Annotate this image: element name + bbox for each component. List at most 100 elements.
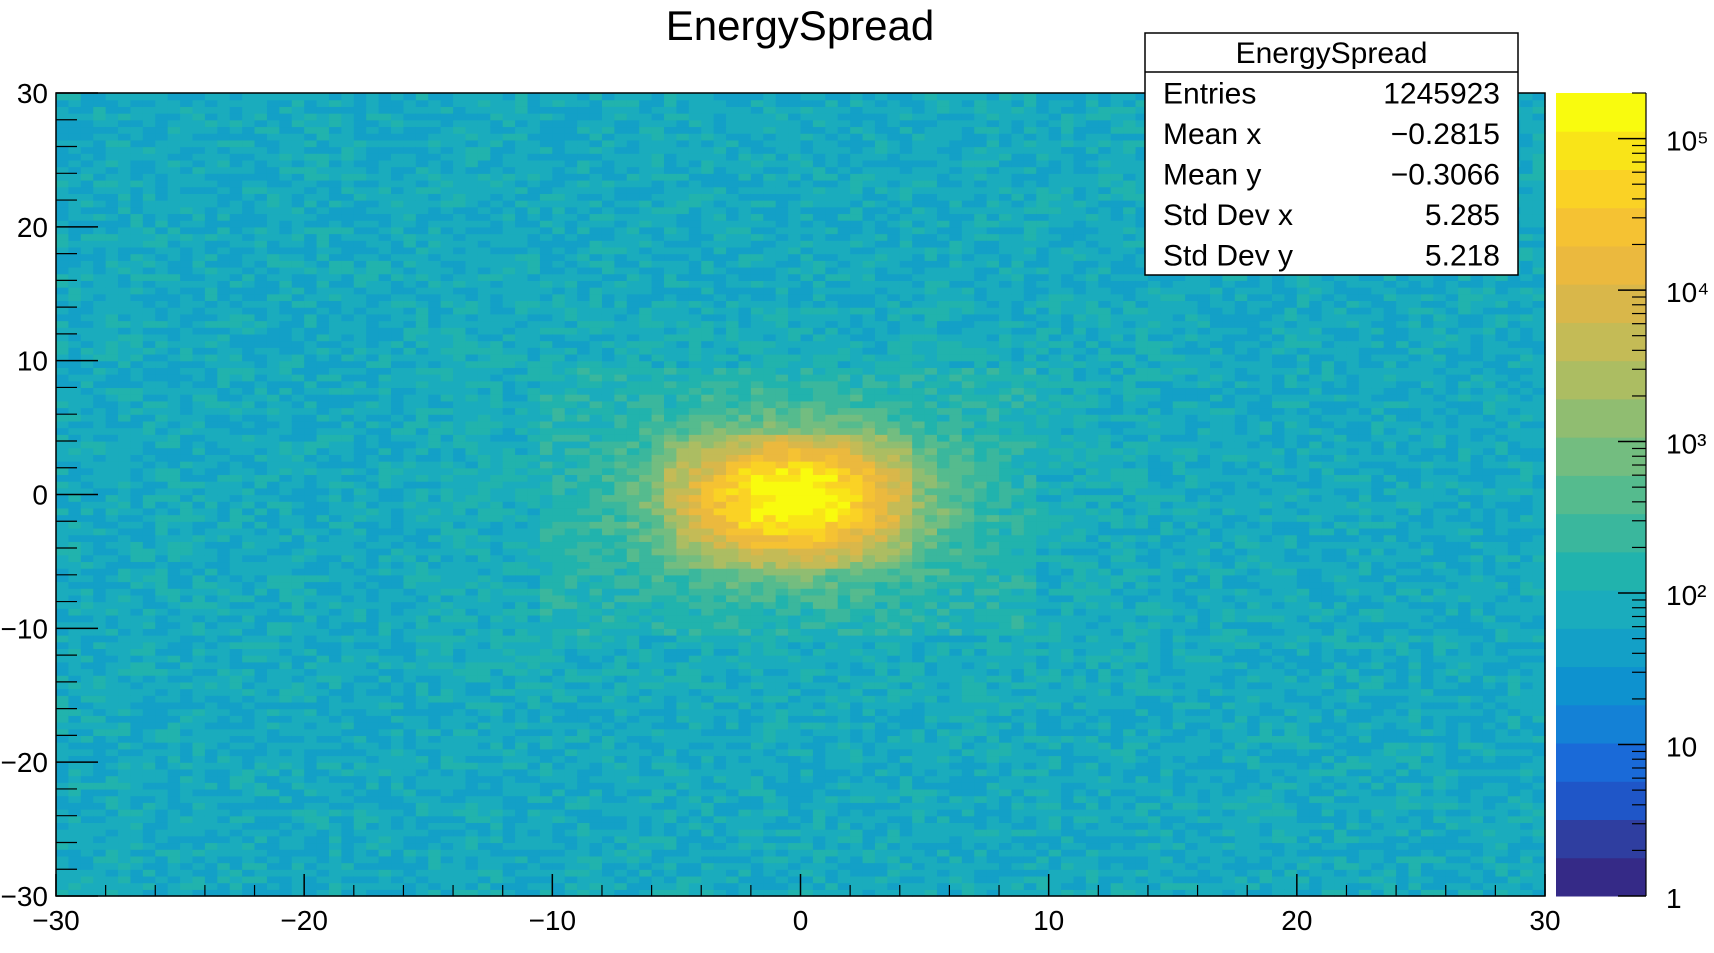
heatmap-cell bbox=[490, 467, 504, 476]
heatmap-cell bbox=[155, 862, 169, 870]
heatmap-cell bbox=[490, 875, 504, 884]
heatmap-cell bbox=[93, 548, 107, 556]
heatmap-cell bbox=[93, 688, 107, 696]
heatmap-cell bbox=[366, 722, 380, 730]
heatmap-cell bbox=[341, 855, 355, 864]
heatmap-cell bbox=[217, 574, 231, 583]
heatmap-cell bbox=[378, 521, 392, 529]
heatmap-cell bbox=[142, 775, 156, 783]
heatmap-cell bbox=[80, 661, 94, 670]
heatmap-cell bbox=[254, 240, 268, 248]
heatmap-cell bbox=[105, 360, 119, 368]
heatmap-cell bbox=[564, 755, 578, 763]
heatmap-cell bbox=[453, 300, 467, 308]
heatmap-cell bbox=[453, 474, 467, 482]
heatmap-cell bbox=[552, 260, 566, 268]
heatmap-cell bbox=[167, 835, 181, 844]
heatmap-cell bbox=[167, 715, 181, 723]
heatmap-cell bbox=[266, 588, 280, 596]
heatmap-cell bbox=[415, 414, 429, 422]
heatmap-cell bbox=[80, 387, 94, 395]
heatmap-cell bbox=[279, 655, 293, 663]
heatmap-cell bbox=[118, 722, 132, 730]
heatmap-cell bbox=[242, 307, 256, 315]
heatmap-cell bbox=[316, 795, 330, 803]
heatmap-cell bbox=[266, 387, 280, 395]
heatmap-cell bbox=[180, 186, 194, 194]
heatmap-cell bbox=[192, 240, 206, 248]
heatmap-cell bbox=[291, 260, 305, 268]
heatmap-cell bbox=[242, 554, 256, 563]
heatmap-cell bbox=[378, 641, 392, 650]
heatmap-cell bbox=[527, 494, 541, 502]
heatmap-cell bbox=[204, 99, 218, 107]
heatmap-cell bbox=[552, 481, 566, 489]
heatmap-cell bbox=[229, 554, 243, 563]
heatmap-cell bbox=[93, 387, 107, 395]
heatmap-cell bbox=[105, 280, 119, 288]
heatmap-cell bbox=[477, 307, 491, 315]
heatmap-cell bbox=[155, 461, 169, 469]
heatmap-cell bbox=[403, 695, 417, 703]
heatmap-cell bbox=[204, 581, 218, 589]
heatmap-cell bbox=[366, 414, 380, 422]
heatmap-cell bbox=[453, 628, 467, 636]
heatmap-cell bbox=[552, 809, 566, 817]
heatmap-cell bbox=[527, 668, 541, 676]
heatmap-cell bbox=[68, 775, 82, 783]
heatmap-cell bbox=[552, 467, 566, 476]
heatmap-cell bbox=[465, 641, 479, 650]
heatmap-cell bbox=[93, 782, 107, 790]
heatmap-cell bbox=[515, 467, 529, 476]
heatmap-cell bbox=[415, 374, 429, 382]
heatmap-cell bbox=[56, 414, 70, 422]
heatmap-cell bbox=[167, 655, 181, 663]
heatmap-cell bbox=[266, 574, 280, 583]
heatmap-cell bbox=[192, 802, 206, 810]
heatmap-cell bbox=[415, 106, 429, 114]
heatmap-cell bbox=[527, 661, 541, 670]
heatmap-cell bbox=[254, 367, 268, 375]
heatmap-cell bbox=[291, 106, 305, 114]
heatmap-cell bbox=[56, 661, 70, 670]
heatmap-cell bbox=[378, 360, 392, 368]
heatmap-cell bbox=[217, 835, 231, 844]
heatmap-cell bbox=[242, 862, 256, 870]
heatmap-cell bbox=[552, 815, 566, 823]
heatmap-cell bbox=[254, 534, 268, 542]
heatmap-cell bbox=[453, 782, 467, 790]
heatmap-cell bbox=[378, 835, 392, 844]
heatmap-cell bbox=[391, 307, 405, 315]
heatmap-cell bbox=[490, 681, 504, 690]
heatmap-cell bbox=[180, 293, 194, 302]
heatmap-cell bbox=[56, 266, 70, 275]
heatmap-cell bbox=[304, 755, 318, 763]
heatmap-cell bbox=[68, 427, 82, 435]
heatmap-cell bbox=[502, 179, 516, 188]
heatmap-cell bbox=[229, 755, 243, 763]
heatmap-cell bbox=[403, 514, 417, 522]
heatmap-cell bbox=[353, 561, 367, 569]
heatmap-cell bbox=[403, 802, 417, 810]
heatmap-cell bbox=[180, 340, 194, 348]
heatmap-cell bbox=[353, 548, 367, 556]
heatmap-cell bbox=[353, 347, 367, 355]
heatmap-cell bbox=[105, 608, 119, 616]
heatmap-cell bbox=[515, 407, 529, 415]
heatmap-cell bbox=[477, 153, 491, 161]
heatmap-cell bbox=[539, 481, 553, 489]
heatmap-cell bbox=[266, 213, 280, 221]
heatmap-cell bbox=[254, 614, 268, 623]
heatmap-cell bbox=[353, 300, 367, 308]
heatmap-cell bbox=[477, 842, 491, 850]
heatmap-cell bbox=[254, 701, 268, 710]
heatmap-cell bbox=[118, 768, 132, 777]
heatmap-cell bbox=[341, 842, 355, 850]
heatmap-cell bbox=[266, 849, 280, 857]
heatmap-cell bbox=[93, 849, 107, 857]
heatmap-cell bbox=[254, 681, 268, 690]
heatmap-cell bbox=[515, 313, 529, 322]
heatmap-cell bbox=[80, 186, 94, 194]
heatmap-cell bbox=[465, 133, 479, 141]
heatmap-cell bbox=[93, 809, 107, 817]
